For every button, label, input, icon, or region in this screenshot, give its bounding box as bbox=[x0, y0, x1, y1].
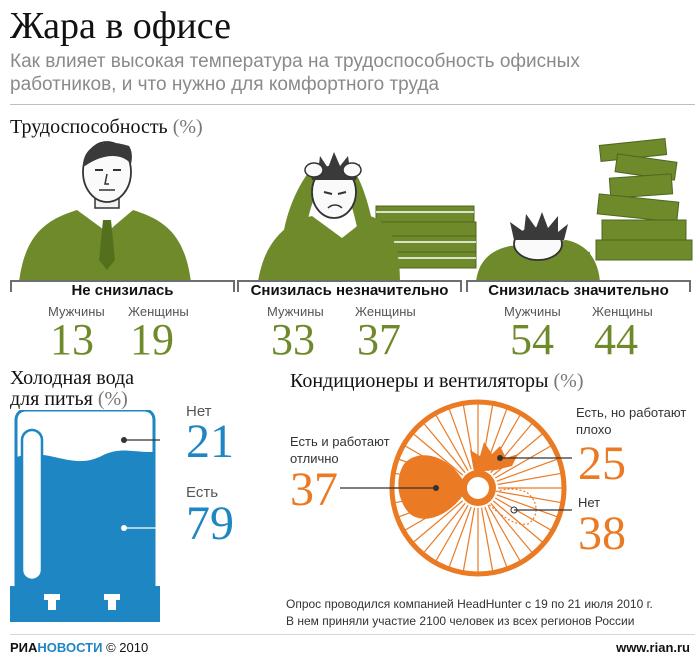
fan-illustration bbox=[389, 399, 567, 577]
survey-note: Опрос проводился компанией HeadHunter с … bbox=[286, 596, 696, 630]
ac-good-label: Есть и работают отлично bbox=[290, 434, 390, 466]
water-yes-label: Есть bbox=[186, 484, 219, 501]
women-value: 19 bbox=[130, 315, 174, 364]
water-title-line1: Холодная вода bbox=[10, 367, 135, 389]
performance-title: Трудоспособность (%) bbox=[10, 116, 203, 139]
group-label: Снизилась значительно bbox=[466, 282, 691, 299]
copyright: © 2010 bbox=[106, 640, 149, 655]
header-divider bbox=[10, 104, 695, 105]
footer-divider bbox=[10, 634, 695, 635]
fan-blade-working bbox=[398, 455, 464, 519]
calm-worker-illustration bbox=[19, 141, 191, 282]
water-no-label: Нет bbox=[186, 403, 212, 420]
women-label: Женщины bbox=[592, 304, 653, 319]
site-url[interactable]: www.rian.ru bbox=[616, 640, 690, 655]
fan-blade-missing bbox=[485, 488, 537, 525]
water-yes-value: 79 bbox=[186, 497, 234, 550]
performance-unit: (%) bbox=[172, 116, 203, 138]
water-unit: (%) bbox=[97, 388, 128, 410]
group-label: Не снизилась bbox=[10, 282, 235, 299]
page-title: Жара в офисе bbox=[10, 5, 231, 47]
performance-title-text: Трудоспособность bbox=[10, 116, 168, 138]
tall-books-stack bbox=[595, 138, 693, 261]
performance-group-significantly-reduced: Снизилась значительно Мужчины Женщины 54… bbox=[466, 272, 691, 364]
group-bracket bbox=[237, 280, 462, 292]
group-bracket bbox=[10, 280, 235, 292]
ac-none-value: 38 bbox=[578, 507, 626, 560]
group-label: Снизилась незначительно bbox=[237, 282, 462, 299]
ac-poor-label: Есть, но работают плохо bbox=[576, 405, 687, 437]
women-value: 44 bbox=[594, 315, 638, 364]
tired-worker-illustration bbox=[258, 152, 477, 282]
exhausted-worker-illustration bbox=[476, 138, 693, 282]
men-label: Мужчины bbox=[504, 304, 561, 319]
survey-note-line2: В нем приняли участие 2100 человек из вс… bbox=[286, 614, 635, 628]
ria-logo: РИАНОВОСТИ © 2010 bbox=[10, 640, 149, 655]
women-label: Женщины bbox=[355, 304, 416, 319]
performance-group-not-reduced: Не снизилась Мужчины Женщины 13 19 bbox=[10, 272, 235, 364]
women-label: Женщины bbox=[128, 304, 189, 319]
water-no-value: 21 bbox=[186, 415, 234, 468]
group-bracket bbox=[466, 280, 691, 292]
women-value: 37 bbox=[357, 315, 401, 364]
ac-title: Кондиционеры и вентиляторы (%) bbox=[290, 370, 583, 393]
survey-note-line1: Опрос проводился компанией HeadHunter с … bbox=[286, 597, 653, 611]
water-title: Холодная вода для питья (%) bbox=[10, 368, 134, 410]
men-label: Мужчины bbox=[48, 304, 105, 319]
fan-blade-poor bbox=[470, 442, 518, 472]
water-title-line2: для питья bbox=[10, 388, 93, 410]
ac-unit: (%) bbox=[553, 370, 584, 392]
men-value: 13 bbox=[50, 315, 94, 364]
ac-poor-value: 25 bbox=[578, 437, 626, 490]
ac-leader-lines bbox=[340, 457, 572, 511]
men-value: 54 bbox=[510, 315, 554, 364]
water-cooler-illustration bbox=[10, 410, 160, 622]
men-value: 33 bbox=[271, 315, 315, 364]
page-subtitle: Как влияет высокая температура на трудос… bbox=[10, 51, 580, 95]
men-label: Мужчины bbox=[267, 304, 324, 319]
ac-none-label: Нет bbox=[578, 495, 601, 510]
ac-good-value: 37 bbox=[290, 463, 338, 516]
ac-title-text: Кондиционеры и вентиляторы bbox=[290, 370, 549, 392]
performance-group-slightly-reduced: Снизилась незначительно Мужчины Женщины … bbox=[237, 272, 462, 364]
